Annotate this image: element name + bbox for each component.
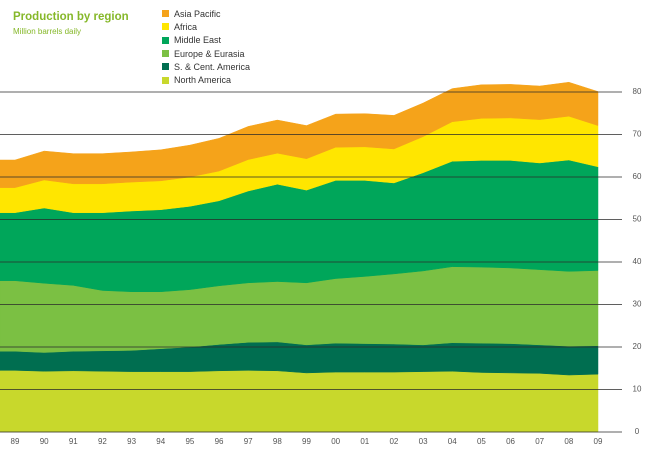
legend-item: Africa xyxy=(162,20,250,33)
x-tick-label: 07 xyxy=(535,437,544,446)
legend-item: North America xyxy=(162,73,250,86)
legend-label: North America xyxy=(174,75,232,86)
legend-item: S. & Cent. America xyxy=(162,60,250,73)
y-tick-label: 40 xyxy=(633,257,642,266)
y-tick-label: 50 xyxy=(633,215,642,224)
y-tick-label: 10 xyxy=(633,385,642,394)
x-tick-label: 02 xyxy=(389,437,398,446)
y-tick-label: 20 xyxy=(633,342,642,351)
chart-subtitle: Million barrels daily xyxy=(13,27,82,36)
y-tick-label: 70 xyxy=(633,130,642,139)
x-tick-label: 92 xyxy=(98,437,107,446)
legend-label: Europe & Eurasia xyxy=(174,48,245,59)
y-tick-label: 60 xyxy=(633,172,642,181)
area-series xyxy=(0,81,599,188)
legend-swatch xyxy=(162,76,169,84)
x-tick-label: 04 xyxy=(448,437,457,446)
y-tick-label: 30 xyxy=(633,300,642,309)
legend-label: Middle East xyxy=(174,35,222,46)
x-tick-label: 93 xyxy=(127,437,136,446)
x-tick-label: 08 xyxy=(564,437,573,446)
chart-legend: Asia Pacific Africa Middle East Europe & Eu… xyxy=(162,7,250,87)
legend-item: Asia Pacific xyxy=(162,7,250,20)
chart-title: Production by region xyxy=(13,11,129,23)
legend-label: Asia Pacific xyxy=(174,8,221,19)
x-tick-label: 95 xyxy=(185,437,194,446)
legend-swatch xyxy=(162,23,169,31)
legend-label: Africa xyxy=(174,21,198,32)
x-tick-label: 06 xyxy=(506,437,515,446)
legend-swatch xyxy=(162,50,169,58)
x-tick-label: 05 xyxy=(477,437,486,446)
legend-swatch xyxy=(162,63,169,71)
x-tick-label: 91 xyxy=(69,437,78,446)
legend-label: S. & Cent. America xyxy=(174,61,251,72)
x-tick-label: 03 xyxy=(419,437,428,446)
x-tick-label: 01 xyxy=(360,437,369,446)
x-tick-label: 98 xyxy=(273,437,282,446)
x-tick-label: 89 xyxy=(11,437,20,446)
area-series xyxy=(0,370,599,433)
x-tick-label: 97 xyxy=(244,437,253,446)
x-tick-label: 00 xyxy=(331,437,340,446)
legend-item: Middle East xyxy=(162,34,250,47)
x-tick-label: 90 xyxy=(40,437,49,446)
x-tick-label: 99 xyxy=(302,437,311,446)
y-tick-label: 0 xyxy=(635,427,640,436)
legend-swatch xyxy=(162,10,169,18)
legend-item: Europe & Eurasia xyxy=(162,47,250,60)
x-tick-label: 94 xyxy=(156,437,165,446)
x-tick-label: 96 xyxy=(215,437,224,446)
y-tick-label: 80 xyxy=(633,87,642,96)
x-tick-label: 09 xyxy=(594,437,603,446)
legend-swatch xyxy=(162,36,169,44)
